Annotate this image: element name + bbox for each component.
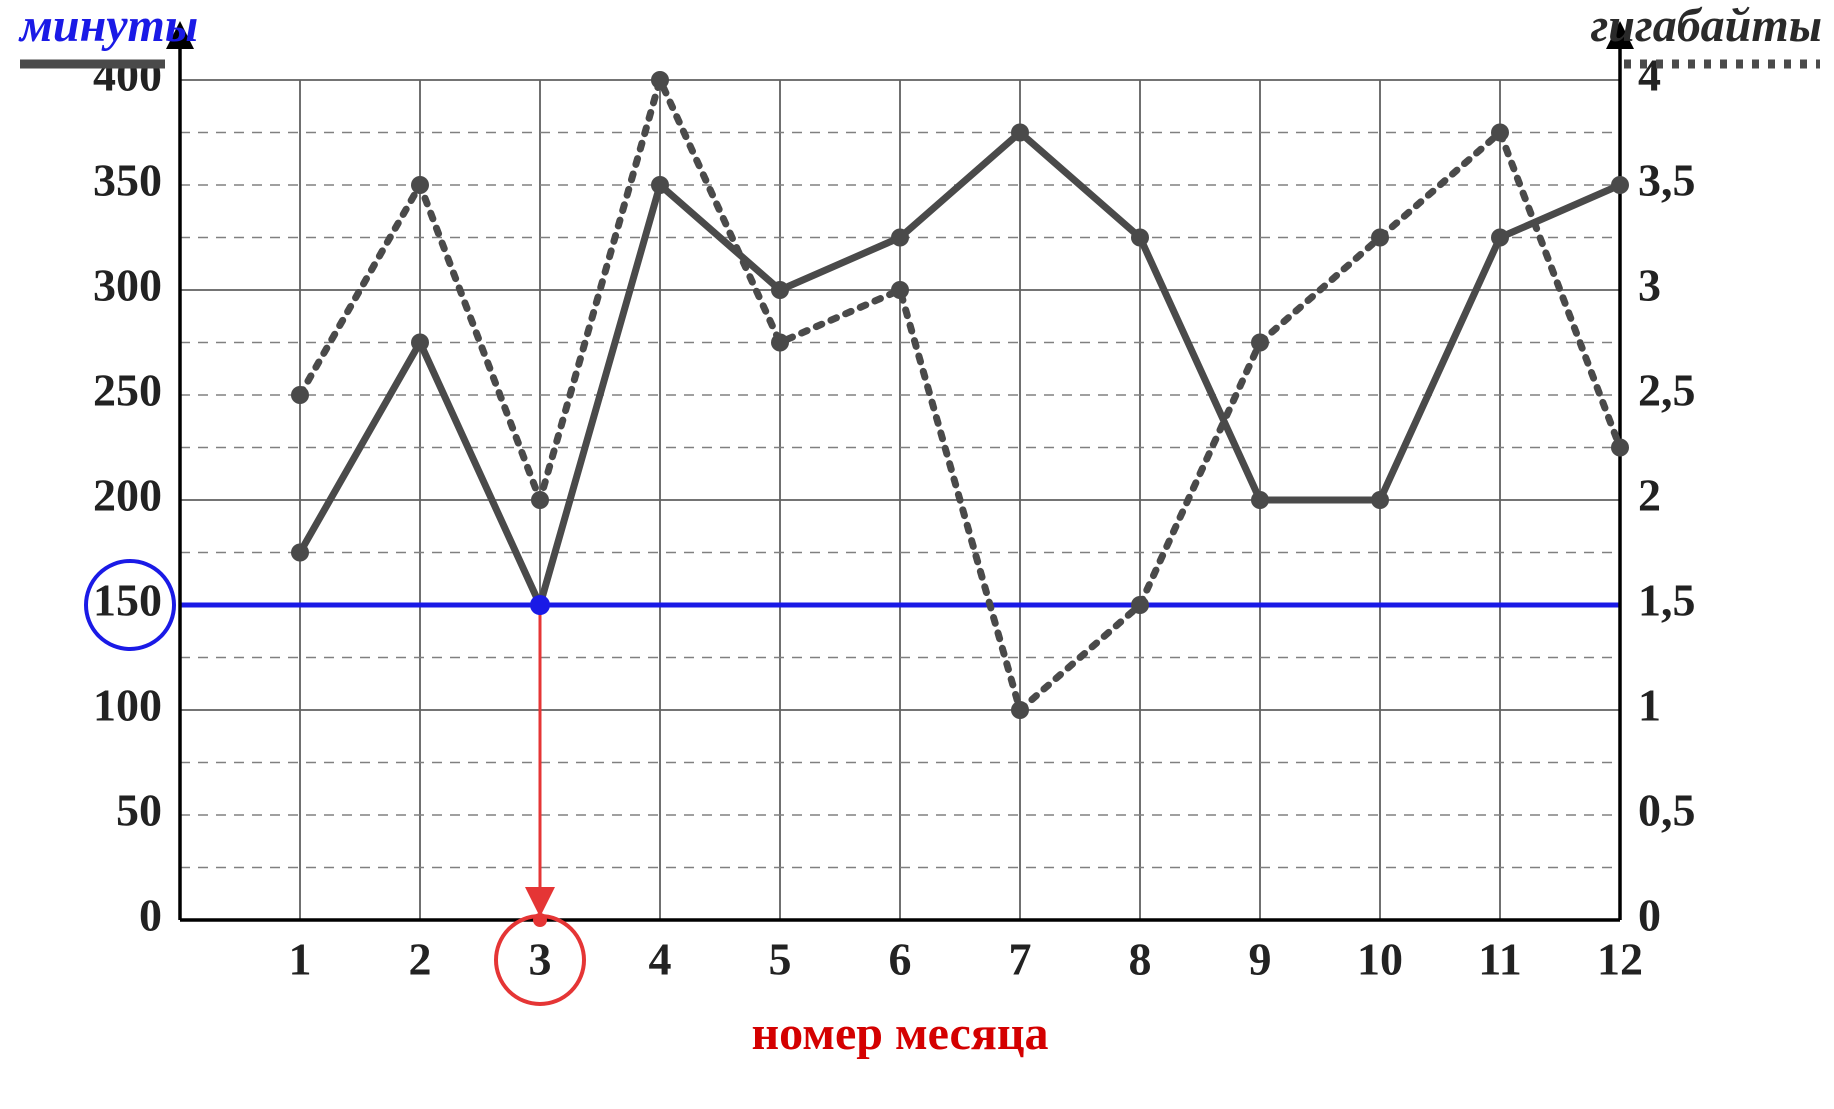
y-left-tick: 150 (93, 575, 162, 626)
gigabytes-series-point (1131, 596, 1149, 614)
x-tick: 6 (889, 934, 912, 985)
highlight-blue-point (530, 595, 550, 615)
gigabytes-series-point (651, 71, 669, 89)
y-left-title: минуты (18, 0, 198, 52)
minutes-series-point (291, 544, 309, 562)
y-right-tick: 3 (1638, 260, 1661, 311)
x-tick: 3 (529, 934, 552, 985)
minutes-series-point (1251, 491, 1269, 509)
y-right-tick: 4 (1638, 50, 1661, 101)
minutes-series-point (771, 281, 789, 299)
gigabytes-series-point (291, 386, 309, 404)
gigabytes-series-point (1371, 229, 1389, 247)
y-left-tick: 300 (93, 260, 162, 311)
gigabytes-series-point (1491, 124, 1509, 142)
x-tick: 11 (1478, 934, 1521, 985)
x-title: номер месяца (752, 1007, 1049, 1060)
y-left-tick: 400 (93, 50, 162, 101)
minutes-series-point (891, 229, 909, 247)
x-tick: 4 (649, 934, 672, 985)
gigabytes-series-point (771, 334, 789, 352)
y-right-tick: 1,5 (1638, 575, 1696, 626)
gigabytes-series-point (1011, 701, 1029, 719)
x-tick: 8 (1129, 934, 1152, 985)
y-right-tick: 2,5 (1638, 365, 1696, 416)
x-tick: 12 (1597, 934, 1643, 985)
gigabytes-series-point (891, 281, 909, 299)
gigabytes-series-point (531, 491, 549, 509)
gigabytes-series-point (1611, 439, 1629, 457)
gigabytes-series-point (1251, 334, 1269, 352)
y-left-tick: 100 (93, 680, 162, 731)
y-right-title: гигабайты (1591, 0, 1822, 52)
minutes-series-point (1371, 491, 1389, 509)
minutes-series-point (411, 334, 429, 352)
dual-axis-line-chart: 05010015020025030035040000,511,522,533,5… (0, 0, 1834, 1109)
x-tick: 2 (409, 934, 432, 985)
y-left-tick: 250 (93, 365, 162, 416)
y-left-tick: 200 (93, 470, 162, 521)
y-right-tick: 1 (1638, 680, 1661, 731)
gigabytes-series-point (411, 176, 429, 194)
y-left-tick: 350 (93, 155, 162, 206)
y-left-tick: 50 (116, 785, 162, 836)
minutes-series-point (651, 176, 669, 194)
y-right-tick: 3,5 (1638, 155, 1696, 206)
x-tick: 1 (289, 934, 312, 985)
minutes-series-point (1131, 229, 1149, 247)
y-right-tick: 2 (1638, 470, 1661, 521)
minutes-series-point (1011, 124, 1029, 142)
x-tick: 7 (1009, 934, 1032, 985)
minutes-series-point (1611, 176, 1629, 194)
x-tick: 9 (1249, 934, 1272, 985)
x-tick: 10 (1357, 934, 1403, 985)
minutes-series-point (1491, 229, 1509, 247)
y-right-tick: 0,5 (1638, 785, 1696, 836)
y-left-tick: 0 (139, 890, 162, 941)
x-tick: 5 (769, 934, 792, 985)
